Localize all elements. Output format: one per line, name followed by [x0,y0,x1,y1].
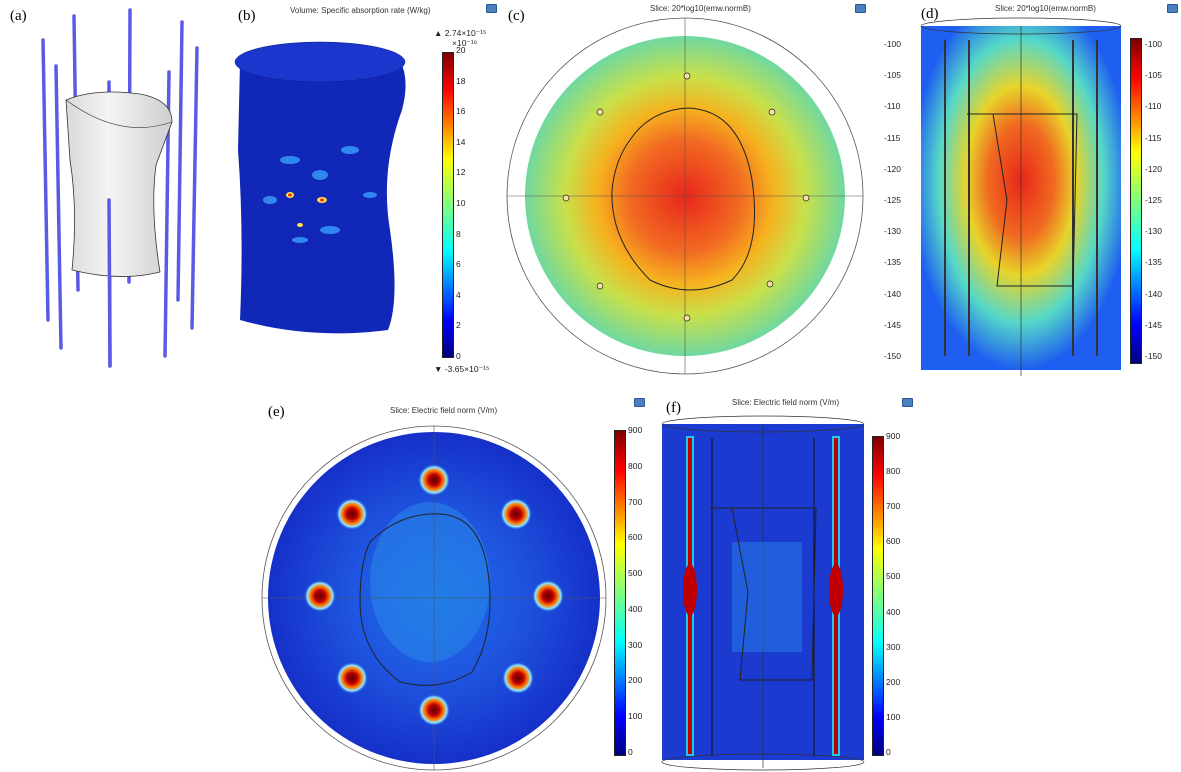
export-icon[interactable] [855,4,866,13]
colorbar-tick-label: -115 [1145,132,1162,143]
colorbar-tick-label: -100 [1145,39,1163,49]
colorbar-tick-label: -105 [1145,70,1163,81]
colorbar-tick-label: -125 [1145,195,1163,205]
colorbar-tick-label: 900 [628,425,643,435]
panel-b-label: (b) [238,8,256,24]
colorbar-tick-label: -140 [1145,288,1163,299]
colorbar-tick-label: 400 [886,606,901,617]
colorbar-tick-label: 2 [456,320,461,331]
colorbar-tick-label: -110 [1145,101,1162,112]
rod [190,46,199,330]
colorbar-tick-label: 300 [886,641,901,652]
colorbar-tick-label: -100 [884,39,902,49]
colorbar-tick-label: 18 [456,75,466,86]
colorbar-tick-label: -130 [884,226,902,237]
colorbar-tick-label: 0 [628,747,633,757]
colorbar-tick-label: -120 [884,163,902,174]
colorbar-tick-label: 20 [456,45,466,55]
colorbar-tick-label: 200 [628,675,643,686]
colorbar-tick-label: 600 [886,536,901,547]
panel-b-title: Volume: Specific absorption rate (W/kg) [290,6,431,15]
export-icon[interactable] [1167,4,1178,13]
panel-c-label: (c) [508,8,525,24]
export-icon[interactable] [902,398,913,407]
panel-c-title: Slice: 20*log10(emw.normB) [650,4,751,13]
colorbar-tick-label: -105 [884,70,902,81]
colorbar-tick-label: -140 [884,288,902,299]
panel-d-label: (d) [921,6,939,22]
colorbar-tick-label: 8 [456,228,461,239]
colorbar-tick-label: -135 [884,257,902,268]
panel-d: (d) Slice: 20*log10(emw.normB) -100 -105 -… [917,0,1181,382]
e-field-colorbar-f [872,436,884,756]
colorbar-tick-label: -145 [1145,319,1163,330]
colorbar-tick-label: 10 [456,198,466,208]
colorbar-tick-label: 300 [628,639,643,650]
colorbar-tick-label: -150 [884,351,902,361]
panel-f-label: (f) [666,400,681,416]
sar-volume-plot [234,41,406,334]
magnetic-field-slice-axial [506,17,864,375]
export-icon[interactable] [634,398,645,407]
colorbar-tick-label: 600 [628,532,643,543]
colorbar-tick-label: 4 [456,289,461,300]
panel-b: (b) Volume: Specific absorption rate (W/… [230,0,500,382]
e-field-colorbar-e [614,430,626,756]
colorbar-tick-label: 800 [628,460,643,471]
rod-array-geometry [41,8,199,368]
colorbar-tick-label: -120 [1145,163,1163,174]
export-icon[interactable] [486,4,497,13]
tissue-body [65,91,173,277]
panel-f: (f) Slice: Electric field norm (V/m) 900… [652,392,918,772]
colorbar-tick-label: -150 [1145,351,1163,361]
colorbar-tick-label: 12 [456,167,466,178]
exponent-label: ×10⁻¹⁶ [452,38,478,48]
colorbar-tick-label: 0 [456,351,461,361]
colorbar-tick-label: 700 [628,496,643,507]
panel-f-title: Slice: Electric field norm (V/m) [732,398,840,407]
rod [176,20,184,302]
panel-c: (c) Slice: 20*log10(emw.normB) [500,0,870,382]
b-field-colorbar-d [1130,38,1142,364]
panel-e-title: Slice: Electric field norm (V/m) [390,406,498,415]
colorbar-tick-label: -125 [884,195,902,205]
rod [54,64,63,350]
colorbar-tick-label: 400 [628,603,643,614]
colorbar-tick-label: 500 [628,568,643,579]
panel-a: (a) [0,0,230,382]
colorbar-tick-label: -135 [1145,257,1163,268]
colorbar-tick-label: 100 [886,711,901,722]
panel-e-label: (e) [268,404,285,420]
colorbar-tick-label: 800 [886,466,901,477]
colorbar-tick-label: 100 [628,711,643,722]
colorbar-tick-label: 16 [456,106,466,117]
panel-e: (e) Slice: Electric field norm (V/m) 900… [260,392,652,772]
colorbar-tick-label: 900 [886,431,901,441]
colorbar-tick-label: -110 [884,101,901,112]
sar-colorbar [442,52,454,358]
colorbar-tick-label: 14 [456,136,466,147]
colorbar-tick-label: 500 [886,571,901,582]
colorbar-tick-label: 200 [886,676,901,687]
colorbar-tick-label: 6 [456,259,461,270]
rod [41,38,50,322]
min-value-label: ▼ -3.65×10⁻¹⁵ [434,364,490,374]
colorbar-tick-label: 700 [886,501,901,512]
magnetic-field-slice-sagittal [920,17,1122,376]
max-value-label: ▲ 2.74×10⁻¹⁵ [434,28,487,38]
electric-field-slice-axial [261,425,607,771]
panel-d-title: Slice: 20*log10(emw.normB) [995,4,1096,13]
colorbar-tick-label: -145 [884,319,902,330]
colorbar-tick-label: -115 [884,132,901,143]
colorbar-tick-label: -130 [1145,226,1163,237]
colorbar-tick-label: 0 [886,747,891,757]
electric-field-slice-sagittal [661,415,865,771]
panel-a-label: (a) [10,8,27,24]
